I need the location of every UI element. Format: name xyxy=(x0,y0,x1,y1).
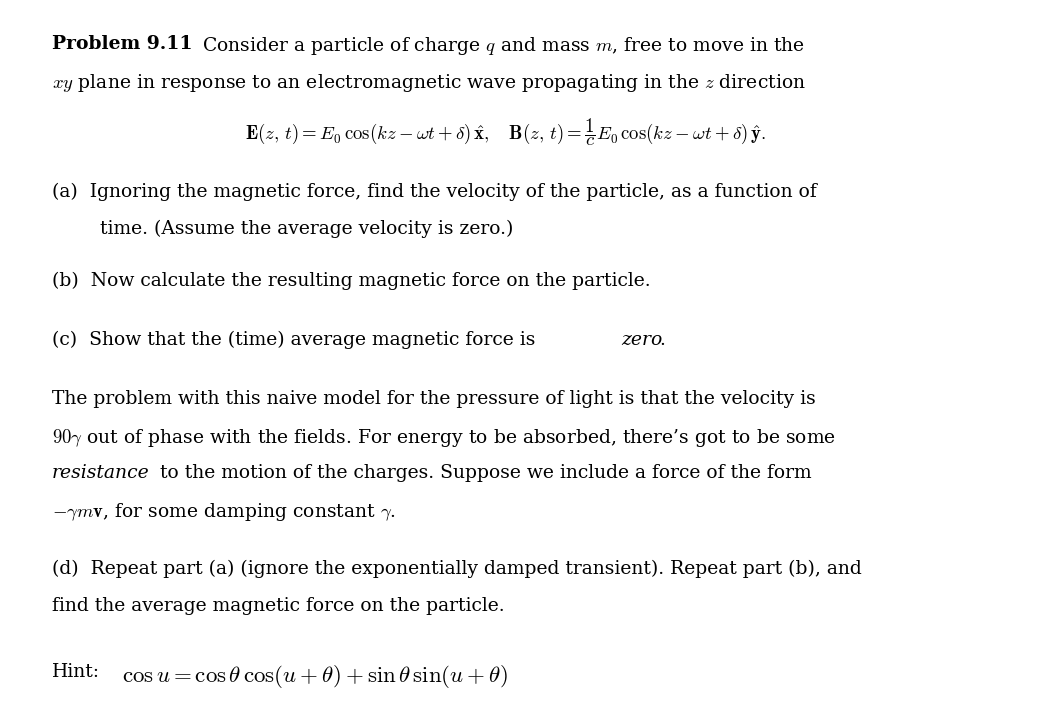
Text: Consider a particle of charge $q$ and mass $m$, free to move in the: Consider a particle of charge $q$ and ma… xyxy=(202,35,805,57)
Text: (d)  Repeat part (a) (ignore the exponentially damped transient). Repeat part (b: (d) Repeat part (a) (ignore the exponent… xyxy=(52,560,862,578)
Text: resistance: resistance xyxy=(52,463,150,481)
Text: Problem 9.11: Problem 9.11 xyxy=(52,35,192,54)
Text: to the motion of the charges. Suppose we include a force of the form: to the motion of the charges. Suppose we… xyxy=(155,463,812,481)
Text: The problem with this naive model for the pressure of light is that the velocity: The problem with this naive model for th… xyxy=(52,390,816,408)
Text: zero: zero xyxy=(621,331,662,349)
Text: .: . xyxy=(660,331,665,349)
Text: time. (Assume the average velocity is zero.): time. (Assume the average velocity is ze… xyxy=(99,220,513,238)
Text: find the average magnetic force on the particle.: find the average magnetic force on the p… xyxy=(52,597,504,615)
Text: (a)  Ignoring the magnetic force, find the velocity of the particle, as a functi: (a) Ignoring the magnetic force, find th… xyxy=(52,183,817,201)
Text: $90°$ out of phase with the fields. For energy to be absorbed, there’s got to be: $90°$ out of phase with the fields. For … xyxy=(52,426,836,449)
Text: $-\gamma m\mathbf{v}$, for some damping constant $\gamma$.: $-\gamma m\mathbf{v}$, for some damping … xyxy=(52,500,395,523)
Text: $xy$ plane in response to an electromagnetic wave propagating in the $z$ directi: $xy$ plane in response to an electromagn… xyxy=(52,72,805,94)
Text: (c)  Show that the (time) average magnetic force is: (c) Show that the (time) average magneti… xyxy=(52,331,541,349)
Text: $\mathbf{E}(z,\,t) = E_0\,\cos(kz - \omega t + \delta)\,\hat{\mathbf{x}},\quad\m: $\mathbf{E}(z,\,t) = E_0\,\cos(kz - \ome… xyxy=(245,117,766,148)
Text: Hint:: Hint: xyxy=(52,663,99,681)
Text: (b)  Now calculate the resulting magnetic force on the particle.: (b) Now calculate the resulting magnetic… xyxy=(52,272,651,290)
Text: $\mathrm{cos}\,u = \cos\theta\,\cos(u+\theta) + \sin\theta\,\sin(u+\theta)$: $\mathrm{cos}\,u = \cos\theta\,\cos(u+\t… xyxy=(121,663,507,690)
